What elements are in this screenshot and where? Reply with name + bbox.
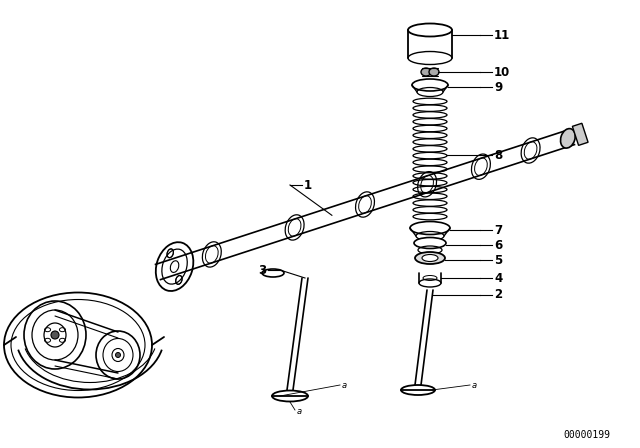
Text: 00000199: 00000199 bbox=[563, 430, 610, 440]
Text: 3: 3 bbox=[258, 263, 266, 276]
Ellipse shape bbox=[415, 252, 445, 264]
Text: 9: 9 bbox=[494, 81, 502, 94]
Text: a: a bbox=[342, 380, 347, 389]
Text: a: a bbox=[297, 408, 302, 417]
Text: 7: 7 bbox=[494, 224, 502, 237]
Text: a: a bbox=[472, 380, 477, 389]
Text: 11: 11 bbox=[494, 29, 510, 42]
Ellipse shape bbox=[414, 237, 446, 249]
Text: 8: 8 bbox=[494, 148, 502, 161]
Ellipse shape bbox=[422, 254, 438, 262]
Text: 5: 5 bbox=[494, 254, 502, 267]
Ellipse shape bbox=[115, 353, 120, 358]
Ellipse shape bbox=[51, 331, 59, 339]
Text: 2: 2 bbox=[494, 289, 502, 302]
Text: 10: 10 bbox=[494, 65, 510, 78]
Ellipse shape bbox=[561, 129, 575, 148]
Text: 4: 4 bbox=[494, 271, 502, 284]
Text: 1: 1 bbox=[304, 178, 312, 191]
Ellipse shape bbox=[429, 68, 439, 76]
Polygon shape bbox=[572, 123, 588, 146]
Text: 6: 6 bbox=[494, 238, 502, 251]
Ellipse shape bbox=[421, 68, 431, 76]
Ellipse shape bbox=[408, 23, 452, 36]
